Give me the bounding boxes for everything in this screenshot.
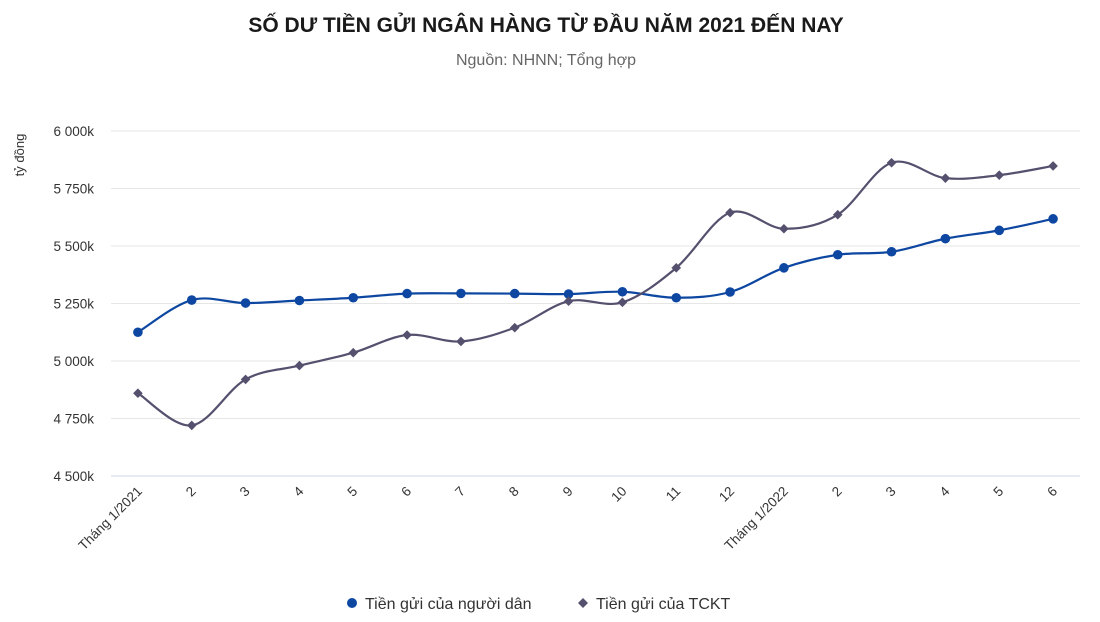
x-tick-label: 4	[291, 483, 307, 499]
y-axis-label: tỷ đồng	[12, 134, 27, 177]
data-point-tckt[interactable]	[1048, 161, 1058, 171]
data-point-people[interactable]	[725, 287, 735, 297]
x-tick-label: 2	[829, 484, 845, 500]
x-tick-label: 3	[883, 484, 899, 500]
data-point-tckt[interactable]	[671, 263, 682, 273]
y-axis-ticks: 4 500k 4 750k 5 000k 5 250k 5 500k 5 750k 6 00…	[53, 124, 94, 484]
x-tick-label: 3	[237, 484, 253, 500]
legend-item-tckt[interactable]: Tiền gửi của TCKT	[578, 596, 731, 613]
data-point-people[interactable]	[563, 289, 574, 299]
x-tick-label: 12	[716, 484, 737, 505]
data-point-people[interactable]	[348, 292, 359, 303]
data-point-people[interactable]	[240, 298, 251, 308]
x-tick-label: 9	[560, 484, 576, 500]
data-point-tckt[interactable]	[994, 170, 1005, 180]
data-point-people[interactable]	[186, 295, 197, 305]
data-point-tckt[interactable]	[348, 347, 359, 358]
y-tick-label: 6 000k	[53, 124, 94, 139]
series-people-line	[137, 217, 1054, 334]
y-tick-label: 4 500k	[53, 469, 94, 484]
x-tick-label: 7	[452, 484, 468, 500]
y-tick-label: 5 500k	[53, 239, 94, 254]
data-point-people[interactable]	[886, 246, 897, 257]
legend-item-people[interactable]: Tiền gửi của người dân	[347, 596, 532, 613]
legend-marker-diamond	[578, 598, 588, 608]
x-tick-label: 2	[183, 484, 199, 500]
data-point-tckt[interactable]	[133, 388, 143, 398]
x-tick-label: 5	[990, 484, 1006, 500]
data-point-tckt[interactable]	[886, 157, 897, 168]
legend-marker-circle	[347, 598, 357, 608]
y-tick-label: 5 250k	[53, 297, 94, 312]
y-tick-label: 4 750k	[53, 412, 94, 427]
x-tick-label: 6	[1044, 484, 1060, 500]
data-point-people[interactable]	[940, 233, 951, 244]
chart-subtitle: Nguồn: NHNN; Tổng hợp	[455, 52, 637, 69]
data-point-tckt[interactable]	[402, 330, 412, 340]
data-point-people[interactable]	[779, 263, 789, 273]
data-point-tckt[interactable]	[456, 336, 466, 347]
grid-lines	[111, 130, 1080, 477]
data-point-people[interactable]	[133, 327, 143, 338]
series-markers	[133, 157, 1058, 431]
data-point-people[interactable]	[832, 249, 843, 260]
data-point-tckt[interactable]	[779, 223, 789, 234]
y-tick-label: 5 750k	[53, 182, 94, 197]
data-point-people[interactable]	[671, 292, 682, 303]
data-point-tckt[interactable]	[617, 297, 628, 308]
data-point-tckt[interactable]	[509, 322, 520, 333]
y-tick-label: 5 000k	[53, 354, 94, 369]
data-point-people[interactable]	[456, 288, 466, 299]
data-point-tckt[interactable]	[294, 360, 305, 371]
data-point-tckt[interactable]	[832, 209, 843, 220]
legend-label: Tiền gửi của người dân	[365, 596, 532, 613]
series-lines	[137, 160, 1054, 427]
x-tick-label: 6	[398, 484, 414, 500]
data-point-tckt[interactable]	[725, 207, 735, 218]
data-point-people[interactable]	[509, 288, 520, 299]
data-point-people[interactable]	[402, 288, 412, 299]
x-tick-label: 8	[506, 484, 522, 500]
legend[interactable]: Tiền gửi của người dân Tiền gửi của TCKT	[347, 596, 731, 613]
legend-label: Tiền gửi của TCKT	[596, 596, 731, 613]
data-point-tckt[interactable]	[563, 296, 574, 306]
x-tick-label: 10	[608, 484, 629, 505]
data-point-people[interactable]	[294, 295, 305, 306]
x-tick-label: Tháng 1/2021	[76, 484, 146, 554]
x-tick-label: 5	[344, 484, 360, 500]
data-point-people[interactable]	[1048, 214, 1058, 224]
data-point-tckt[interactable]	[940, 173, 951, 183]
x-tick-label: 11	[663, 484, 684, 505]
chart-title: SỐ DƯ TIỀN GỬI NGÂN HÀNG TỪ ĐẦU NĂM 2021…	[248, 14, 844, 37]
data-point-tckt[interactable]	[186, 420, 197, 431]
data-point-people[interactable]	[617, 286, 628, 297]
x-tick-label: 4	[937, 483, 953, 499]
data-point-people[interactable]	[994, 225, 1005, 236]
data-point-tckt[interactable]	[240, 374, 251, 385]
